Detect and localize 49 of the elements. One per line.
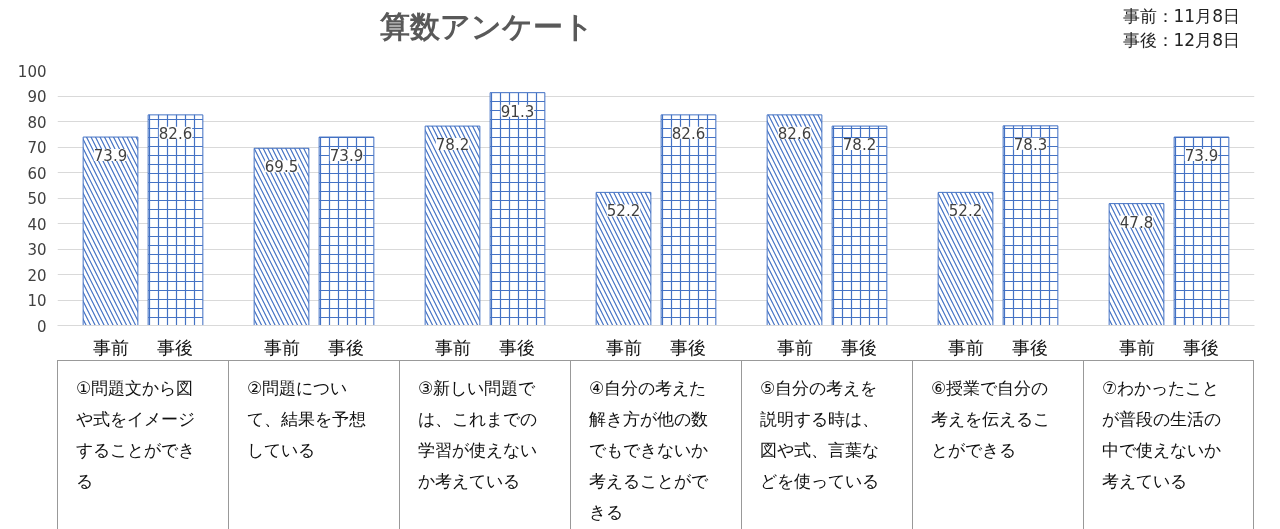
data-label: 91.3: [500, 102, 535, 121]
text: 事後: [841, 336, 878, 358]
data-label: 47.8: [1119, 213, 1154, 232]
text: 事後: [328, 336, 365, 358]
data-label: 52.2: [606, 202, 641, 221]
x-tick-label: ②問題について、結果を予想している: [228, 361, 399, 529]
y-tick-label: 100: [17, 62, 47, 81]
y-tick-label: 30: [27, 241, 47, 259]
series-label: 事前: [92, 336, 129, 358]
y-tick-label: 40: [27, 215, 47, 234]
text: 事前: [1118, 336, 1155, 358]
text: 事後：12月8日: [1122, 30, 1240, 50]
data-label: 69.5: [264, 158, 299, 177]
text: 事前: [776, 336, 813, 358]
text: 事前: [947, 336, 984, 358]
data-label: 82.6: [671, 124, 706, 143]
y-tick-label: 10: [27, 292, 47, 310]
y-tick-label: 60: [27, 164, 47, 183]
data-label: 82.6: [777, 124, 812, 143]
series-label: 事後: [157, 336, 194, 358]
x-tick-label: ③新しい問題では、これまでの学習が使えないか考えている: [399, 361, 570, 529]
y-tick-label: 0: [36, 317, 47, 336]
text: 事後: [1183, 336, 1220, 358]
y-tick-label: 20: [27, 266, 47, 285]
x-tick-label: ⑥授業で自分の考えを伝えることができる: [912, 361, 1083, 529]
y-tick-label: 80: [27, 113, 47, 132]
data-label: 78.2: [435, 136, 470, 155]
x-tick-label: ⑤自分の考えを説明する時は、図や式、言葉などを使っている: [741, 361, 912, 529]
x-tick-label: ⑦わかったことが普段の生活の中で使えないか考えている: [1083, 361, 1254, 529]
text: 事後: [670, 336, 707, 358]
data-label: 78.2: [842, 136, 877, 155]
text: 事前: [605, 336, 642, 358]
x-tick-label: ①問題文から図や式をイメージすることができる: [57, 361, 228, 529]
text: 事前: [263, 336, 300, 358]
text: 事後: [1012, 336, 1049, 358]
data-label: 73.9: [93, 147, 128, 166]
chart-title: 算数アンケート: [380, 8, 594, 46]
y-tick-label: 90: [27, 88, 47, 106]
data-label: 73.9: [329, 147, 364, 166]
data-label: 73.9: [1184, 147, 1219, 166]
data-label: 78.3: [1013, 135, 1048, 154]
y-tick-label: 70: [27, 139, 47, 157]
x-tick-label: ④自分の考えた解き方が他の数でもできないか考えることができる: [570, 361, 741, 529]
y-tick-label: 50: [27, 190, 47, 208]
data-label: 52.2: [948, 202, 983, 221]
text: 事後: [499, 336, 536, 358]
text: 事前: [434, 336, 471, 358]
text: 事前：11月8日: [1122, 6, 1240, 26]
data-label: 82.6: [158, 124, 193, 143]
